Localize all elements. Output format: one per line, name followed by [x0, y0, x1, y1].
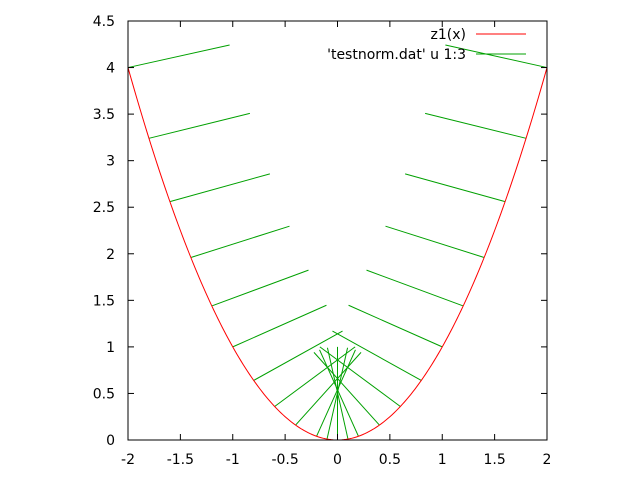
y-tick-label: 4 — [106, 61, 115, 77]
normal-vector-9 — [316, 349, 356, 437]
y-tick-label: 1 — [106, 340, 115, 356]
x-tick-label: 0.5 — [379, 452, 401, 468]
normal-vector-2 — [169, 173, 271, 203]
x-tick-label: 1.5 — [483, 452, 505, 468]
legend-label-0: z1(x) — [431, 27, 466, 43]
normal-vector-4 — [211, 269, 309, 307]
y-tick-label: 3.5 — [93, 107, 115, 123]
y-tick-label: 0.5 — [93, 386, 115, 402]
y-tick-label: 4.5 — [93, 14, 115, 30]
normal-vector-19 — [385, 225, 485, 258]
normal-vector-0 — [127, 44, 230, 69]
normal-vector-1 — [148, 112, 250, 139]
normal-vectors-series — [127, 44, 548, 440]
y-tick-label: 2 — [106, 247, 115, 263]
normal-vector-7 — [274, 346, 356, 407]
normal-vector-5 — [232, 304, 327, 348]
normal-vector-20 — [404, 173, 506, 203]
x-tick-label: 0 — [333, 452, 342, 468]
x-tick-label: -0.5 — [271, 452, 298, 468]
normal-vector-14 — [313, 352, 380, 426]
normal-vector-13 — [319, 349, 359, 437]
normal-vector-15 — [319, 346, 401, 407]
y-tick-label: 2.5 — [93, 200, 115, 216]
legend: z1(x) 'testnorm.dat' u 1:3 — [327, 27, 526, 63]
x-tick-label: -2 — [121, 452, 135, 468]
normal-vector-18 — [366, 269, 464, 307]
normal-vector-16 — [332, 330, 422, 381]
normal-vector-22 — [445, 44, 548, 69]
axis-ticks — [127, 20, 548, 441]
x-tick-label: -1 — [226, 452, 240, 468]
x-tick-label: 2 — [543, 452, 552, 468]
y-tick-label: 1.5 — [93, 293, 115, 309]
normal-vector-21 — [425, 112, 527, 139]
axis-tick-labels: -2 -1.5 -1 -0.5 0 0.5 1 1.5 2 0 0.5 1 1.5 2 2.5 3 3.5 4 4.… — [93, 14, 552, 468]
legend-label-1: 'testnorm.dat' u 1:3 — [327, 47, 466, 63]
normal-vector-17 — [348, 304, 443, 348]
normal-vector-6 — [253, 330, 343, 381]
y-tick-label: 3 — [106, 154, 115, 170]
x-tick-label: 1 — [438, 452, 447, 468]
y-tick-label: 0 — [106, 433, 115, 449]
normal-vector-3 — [190, 225, 290, 258]
x-tick-label: -1.5 — [167, 452, 194, 468]
normal-vector-8 — [295, 352, 362, 426]
normal-vector-12 — [326, 347, 349, 440]
